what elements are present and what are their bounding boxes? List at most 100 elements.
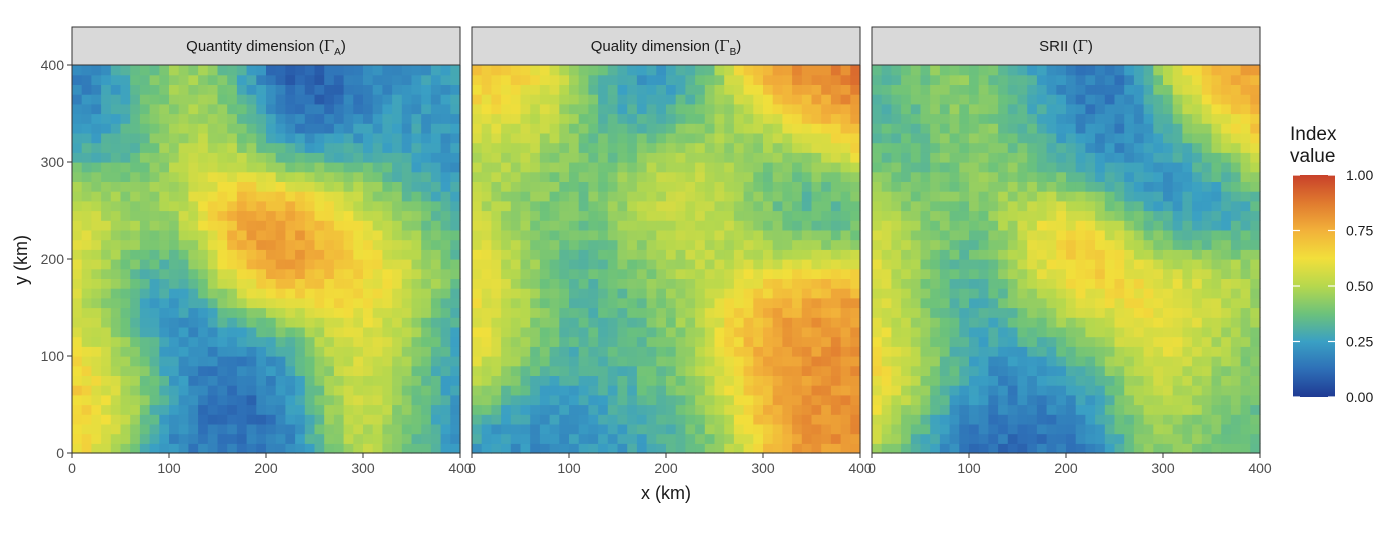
heatmap-cell: [314, 181, 325, 192]
heatmap-cell: [627, 239, 638, 250]
heatmap-cell: [304, 152, 316, 163]
heatmap-cell: [646, 200, 657, 212]
heatmap-cell: [101, 94, 112, 105]
heatmap-cell: [704, 356, 716, 367]
heatmap-cell: [891, 94, 902, 105]
heatmap-cell: [978, 171, 989, 182]
heatmap-cell: [120, 433, 131, 444]
heatmap-cell: [821, 142, 832, 153]
heatmap-cell: [1211, 65, 1222, 76]
heatmap-cell: [324, 200, 335, 212]
heatmap-cell: [1046, 307, 1057, 318]
heatmap-cell: [588, 375, 599, 386]
heatmap-cell: [881, 162, 892, 173]
heatmap-cell: [430, 326, 442, 338]
heatmap-cell: [481, 103, 492, 115]
heatmap-cell: [891, 326, 902, 338]
heatmap-cell: [130, 152, 141, 163]
heatmap-cell: [872, 210, 883, 221]
heatmap-cell: [401, 152, 413, 163]
heatmap-cell: [178, 229, 189, 241]
heatmap-cell: [91, 229, 102, 241]
heatmap-cell: [91, 385, 102, 396]
heatmap-cell: [169, 171, 180, 182]
heatmap-cell: [1163, 414, 1174, 425]
heatmap-cell: [169, 278, 180, 289]
heatmap-cell: [792, 375, 803, 386]
heatmap-cell: [188, 288, 199, 299]
heatmap-cell: [978, 74, 989, 85]
heatmap-cell: [1182, 200, 1193, 212]
heatmap-cell: [1192, 259, 1203, 270]
x-tick-label: 200: [654, 460, 678, 476]
heatmap-cell: [1221, 259, 1232, 270]
heatmap-cell: [1172, 200, 1183, 212]
heatmap-cell: [1211, 356, 1222, 367]
heatmap-cell: [285, 443, 296, 454]
heatmap-cell: [801, 375, 813, 386]
heatmap-cell: [998, 259, 1009, 270]
heatmap-cell: [1192, 162, 1203, 173]
heatmap-cell: [627, 162, 638, 173]
heatmap-cell: [549, 103, 560, 115]
heatmap-cell: [1104, 433, 1116, 444]
heatmap-cell: [491, 259, 502, 270]
heatmap-cell: [881, 65, 892, 76]
heatmap-cell: [753, 307, 764, 318]
heatmap-cell: [363, 356, 374, 367]
heatmap-cell: [724, 297, 735, 309]
heatmap-cell: [607, 268, 619, 279]
heatmap-cell: [440, 103, 451, 115]
heatmap-cell: [872, 249, 883, 260]
heatmap-cell: [421, 123, 432, 134]
heatmap-cell: [627, 268, 638, 279]
heatmap-cell: [246, 171, 257, 182]
heatmap-cell: [324, 375, 335, 386]
heatmap-cell: [1066, 162, 1077, 173]
heatmap-cell: [724, 84, 735, 95]
heatmap-cell: [627, 394, 638, 406]
heatmap-cell: [646, 268, 657, 279]
heatmap-cell: [930, 220, 941, 231]
heatmap-cell: [1104, 288, 1116, 299]
heatmap-cell: [881, 268, 892, 279]
heatmap-cell: [1221, 297, 1232, 309]
heatmap-cell: [539, 288, 551, 299]
heatmap-cell: [988, 113, 999, 124]
heatmap-cell: [1211, 307, 1222, 318]
heatmap-cell: [256, 152, 267, 163]
heatmap-cell: [998, 278, 1009, 289]
heatmap-cell: [159, 152, 170, 163]
x-tick-label: 100: [957, 460, 981, 476]
heatmap-cell: [792, 414, 803, 425]
heatmap-cell: [607, 365, 619, 376]
heatmap-cell: [763, 307, 774, 318]
heatmap-cell: [130, 346, 141, 357]
heatmap-cell: [353, 74, 364, 85]
heatmap-cell: [1230, 375, 1242, 386]
heatmap-cell: [1201, 385, 1213, 396]
heatmap-cell: [598, 317, 609, 328]
heatmap-cell: [1163, 74, 1174, 85]
heatmap-cell: [840, 123, 851, 134]
heatmap-cell: [149, 297, 160, 309]
heatmap-cell: [881, 346, 892, 357]
heatmap-cell: [920, 239, 931, 250]
heatmap-cell: [256, 220, 267, 231]
heatmap-cell: [578, 74, 589, 85]
heatmap-cell: [159, 385, 170, 396]
heatmap-cell: [1221, 433, 1232, 444]
heatmap-cell: [304, 181, 316, 192]
heatmap-cell: [530, 346, 541, 357]
x-tick-label: 0: [468, 460, 476, 476]
heatmap-cell: [1075, 336, 1086, 347]
heatmap-cell: [978, 84, 989, 95]
heatmap-cell: [801, 123, 813, 134]
heatmap-cell: [821, 394, 832, 406]
heatmap-cell: [539, 326, 551, 338]
heatmap-cell: [675, 152, 686, 163]
heatmap-cell: [411, 326, 422, 338]
heatmap-cell: [998, 103, 1009, 115]
heatmap-cell: [421, 336, 432, 347]
heatmap-cell: [401, 65, 413, 76]
